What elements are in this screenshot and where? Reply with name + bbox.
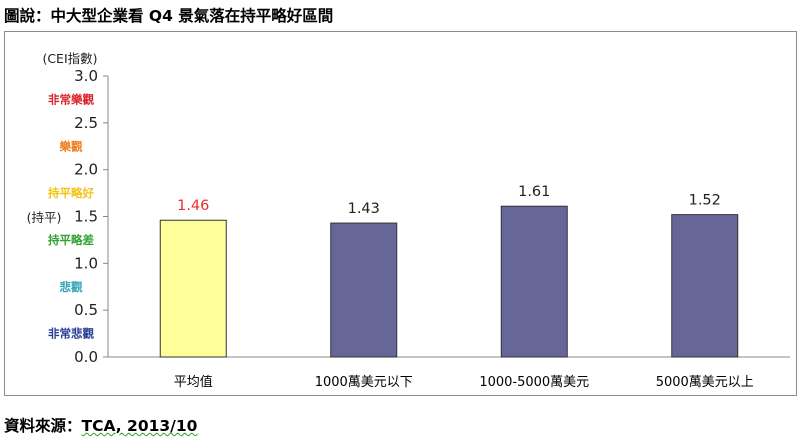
data-label: 1.61 [518,184,550,200]
bar [330,222,398,358]
x-category-label: 1000萬美元以下 [315,375,413,390]
band-label: 持平略好 [48,186,94,200]
chart-frame [4,31,797,396]
baseline-label: (持平) [27,210,62,225]
bar [671,214,739,358]
band-label: 非常樂觀 [48,92,94,106]
bar [159,219,227,358]
band-label: 持平略差 [48,233,94,247]
band-label: 悲觀 [60,280,83,294]
y-tick-label: 0.0 [74,348,98,366]
data-source: 資料來源：TCA, 2013/10 [4,414,197,436]
y-axis-label: (CEI指數) [42,51,97,66]
x-category-label: 5000萬美元以上 [656,375,754,390]
band-label: 樂觀 [59,139,83,153]
figure-caption: 圖說：中大型企業看 Q4 景氣落在持平略好區間 [4,7,334,25]
bar [500,205,568,358]
y-tick-label: 3.0 [74,67,98,85]
y-tick-label: 1.5 [74,208,98,226]
source-prefix: 資料來源： [4,417,82,435]
band-label: 非常悲觀 [48,327,94,341]
data-label: 1.52 [689,193,721,209]
y-tick-label: 1.0 [74,254,98,272]
data-label: 1.43 [348,201,380,217]
data-label: 1.46 [177,198,209,214]
y-tick-label: 2.0 [74,161,98,179]
x-category-label: 1000-5000萬美元 [479,375,589,390]
source-text: TCA, 2013/10 [81,417,198,435]
y-tick-label: 0.5 [74,301,98,319]
x-category-label: 平均值 [174,374,213,390]
y-tick-label: 2.5 [74,114,98,132]
